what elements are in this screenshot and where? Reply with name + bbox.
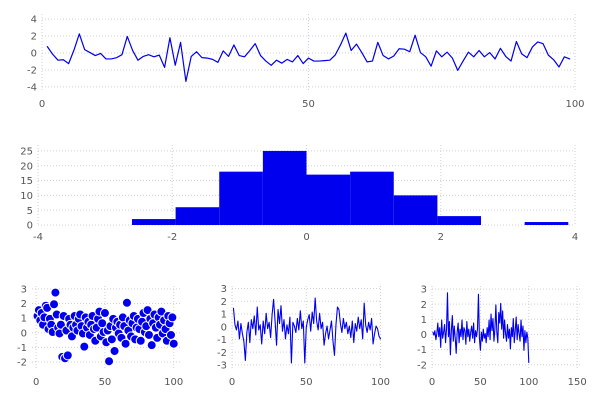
svg-text:3: 3 — [21, 285, 27, 296]
panel-middle-histogram: 0 5 10 15 20 25 -4 -2 0 2 4 — [0, 135, 600, 255]
svg-text:5: 5 — [27, 206, 33, 217]
svg-text:20: 20 — [20, 161, 33, 172]
panel-bottom-left-scatter: -2 -1 0 1 2 3 0 50 100 — [0, 272, 200, 400]
svg-text:150: 150 — [568, 377, 587, 388]
svg-text:-2: -2 — [17, 358, 27, 369]
svg-text:100: 100 — [164, 377, 183, 388]
svg-text:2: 2 — [421, 300, 427, 311]
panel-bottom-right-line: -2 -1 0 1 2 3 0 50 100 150 — [400, 272, 600, 400]
svg-text:-1: -1 — [217, 335, 227, 346]
svg-text:25: 25 — [20, 147, 33, 158]
svg-text:2: 2 — [221, 297, 227, 308]
svg-text:-3: -3 — [217, 361, 227, 372]
svg-text:3: 3 — [221, 284, 227, 295]
svg-text:4: 4 — [572, 232, 578, 243]
svg-text:0: 0 — [221, 322, 227, 333]
svg-text:0: 0 — [31, 49, 37, 60]
svg-text:1: 1 — [21, 314, 27, 325]
svg-text:2: 2 — [438, 232, 444, 243]
svg-text:50: 50 — [99, 377, 112, 388]
svg-text:0: 0 — [27, 221, 33, 232]
svg-text:3: 3 — [421, 285, 427, 296]
svg-text:0: 0 — [229, 377, 235, 388]
svg-text:50: 50 — [474, 377, 487, 388]
svg-text:15: 15 — [20, 176, 33, 187]
svg-text:-4: -4 — [33, 232, 43, 243]
panel-bottom-center-line: -3 -2 -1 0 1 2 3 0 50 100 — [200, 272, 400, 400]
svg-text:100: 100 — [565, 99, 584, 110]
panel-top-line-chart: -4 -2 0 2 4 0 50 100 — [0, 0, 600, 120]
svg-text:0: 0 — [39, 99, 45, 110]
svg-text:2: 2 — [31, 32, 37, 43]
svg-text:-2: -2 — [167, 232, 177, 243]
svg-text:50: 50 — [300, 377, 313, 388]
svg-text:0: 0 — [303, 232, 309, 243]
svg-text:-1: -1 — [17, 343, 27, 354]
svg-text:100: 100 — [519, 377, 538, 388]
middle-histogram-svg: 0 5 10 15 20 25 -4 -2 0 2 4 — [20, 145, 578, 243]
svg-text:10: 10 — [20, 191, 33, 202]
svg-text:0: 0 — [33, 377, 39, 388]
top-line-chart-svg: -4 -2 0 2 4 0 50 100 — [27, 14, 585, 110]
svg-text:-1: -1 — [417, 345, 427, 356]
svg-text:-4: -4 — [27, 83, 37, 94]
svg-text:-2: -2 — [417, 360, 427, 371]
svg-text:1: 1 — [421, 315, 427, 326]
svg-text:2: 2 — [21, 299, 27, 310]
svg-text:100: 100 — [371, 377, 390, 388]
svg-text:1: 1 — [221, 310, 227, 321]
svg-text:0: 0 — [429, 377, 435, 388]
svg-text:-2: -2 — [217, 348, 227, 359]
svg-text:50: 50 — [302, 99, 315, 110]
svg-text:-2: -2 — [27, 66, 37, 77]
bottom-scatter-svg: -2 -1 0 1 2 3 0 50 100 — [17, 285, 183, 388]
svg-text:0: 0 — [421, 330, 427, 341]
bottom-line-right-svg: -2 -1 0 1 2 3 0 50 100 150 — [417, 285, 587, 388]
svg-text:4: 4 — [31, 15, 37, 26]
svg-text:0: 0 — [21, 328, 27, 339]
